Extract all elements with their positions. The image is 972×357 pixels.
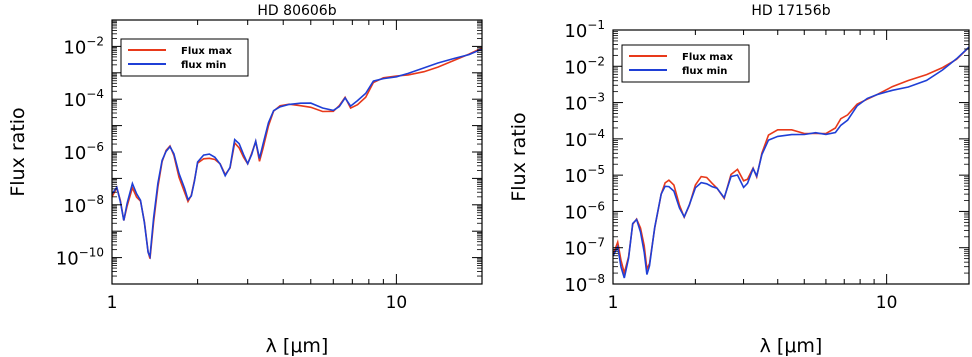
series-line-flux-max xyxy=(112,47,482,259)
y-tick-label: 10−1 xyxy=(564,18,605,42)
y-axis-label: Flux ratio xyxy=(508,112,530,201)
chart-panel-2: HD 17156b 1 10 10−8 10−7 10−6 10−5 10−4 10−3 10−2… xyxy=(508,3,970,357)
legend-label: Flux max xyxy=(682,52,733,63)
chart-title: HD 80606b xyxy=(257,3,336,19)
plot-frame xyxy=(612,29,970,285)
chart-panel-1: HD 80606b 1 10 10−10 10−8 10−6 10−4 10−2 λ [μm] F… xyxy=(7,3,483,357)
x-axis-label: λ [μm] xyxy=(760,335,823,357)
y-axis-label: Flux ratio xyxy=(7,107,29,196)
x-tick-label: 10 xyxy=(386,293,408,313)
y-tick-label: 10−4 xyxy=(564,127,605,151)
y-tick-label: 10−2 xyxy=(564,54,605,78)
legend-box xyxy=(621,44,750,83)
x-tick-label: 1 xyxy=(608,293,619,313)
y-tick-label: 10−6 xyxy=(63,140,104,164)
chart-title: HD 17156b xyxy=(751,3,830,19)
x-tick-label: 10 xyxy=(876,293,898,313)
legend-box xyxy=(120,38,249,77)
y-tick-label: 10−4 xyxy=(63,87,104,111)
y-tick-label: 10−3 xyxy=(564,91,605,115)
y-tick-label: 10−6 xyxy=(564,199,605,223)
x-axis-label: λ [μm] xyxy=(266,335,329,357)
series-line-flux-min xyxy=(613,46,969,279)
y-tick-label: 10−2 xyxy=(63,34,104,58)
y-tick-label: 10−10 xyxy=(56,246,104,270)
y-tick-label: 10−7 xyxy=(564,236,605,260)
y-tick-label: 10−8 xyxy=(63,193,104,217)
y-tick-label: 10−5 xyxy=(564,163,605,187)
legend-label: flux min xyxy=(682,66,727,77)
y-tick-label: 10−8 xyxy=(564,272,605,296)
series-line-flux-min xyxy=(112,48,482,260)
legend-label: flux min xyxy=(181,60,226,71)
legend-label: Flux max xyxy=(181,46,232,57)
x-tick-label: 1 xyxy=(107,293,118,313)
